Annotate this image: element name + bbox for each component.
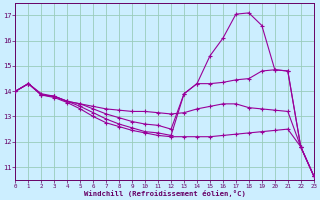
X-axis label: Windchill (Refroidissement éolien,°C): Windchill (Refroidissement éolien,°C) <box>84 190 245 197</box>
